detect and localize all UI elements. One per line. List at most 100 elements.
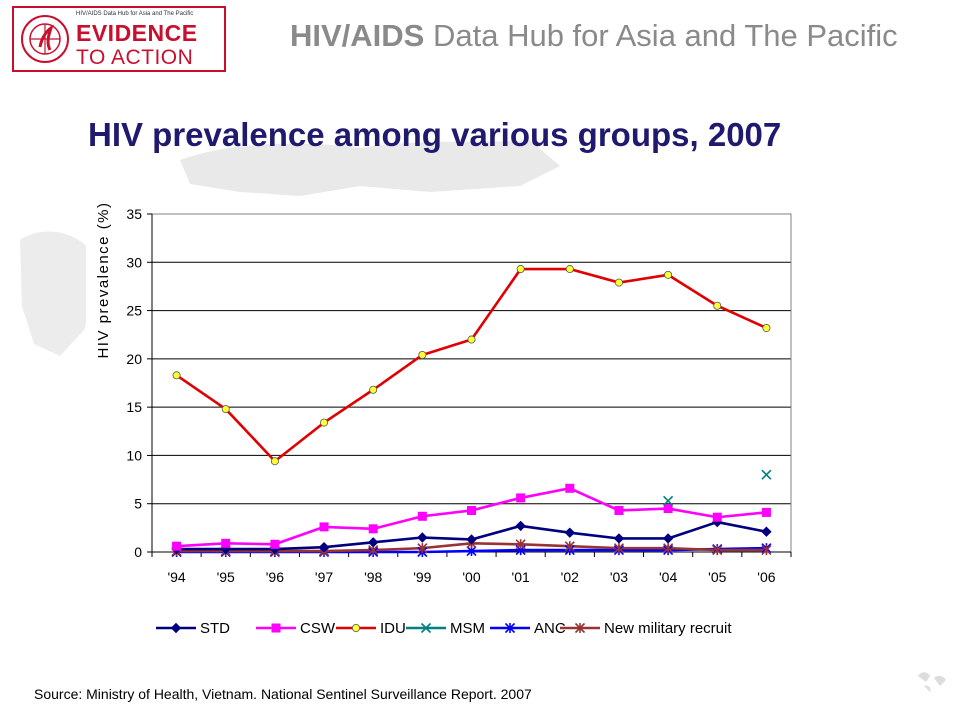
data-point-idu xyxy=(221,405,230,414)
data-point-new-military-recruit xyxy=(564,541,575,552)
x-tick-label: '97 xyxy=(315,569,333,585)
logo-small-text: HIV/AIDS Data Hub for Asia and The Pacif… xyxy=(76,11,194,17)
data-point-std xyxy=(515,520,526,532)
data-point-msm xyxy=(663,495,674,506)
legend-item-std: STD xyxy=(156,620,230,637)
y-tick-label: 15 xyxy=(126,399,142,415)
data-point-csw xyxy=(417,511,427,521)
data-point-csw xyxy=(270,539,280,549)
logo-line-1: EVIDENCE xyxy=(76,20,198,46)
x-tick-label: '05 xyxy=(708,569,726,585)
slide-title: HIV prevalence among various groups, 200… xyxy=(88,116,782,154)
legend-marker xyxy=(170,622,182,634)
y-tick-label: 35 xyxy=(126,206,142,222)
x-tick-label: '06 xyxy=(757,569,775,585)
un-emblem-icon xyxy=(21,15,69,63)
data-point-std xyxy=(417,532,428,543)
x-tick-label: '95 xyxy=(217,569,235,585)
x-tick-label: '01 xyxy=(512,569,530,585)
legend-label: IDU xyxy=(380,620,406,637)
hub-title-rest: Data Hub for Asia and The Pacific xyxy=(424,18,898,53)
data-point-csw xyxy=(565,483,575,493)
data-point-new-military-recruit xyxy=(515,539,526,550)
data-point-new-military-recruit xyxy=(663,543,674,554)
background-map xyxy=(20,140,560,356)
data-point-std xyxy=(761,526,772,537)
header: HIV/AIDS Data Hub for Asia and The Pacif… xyxy=(0,0,960,78)
data-point-std xyxy=(466,534,477,545)
y-tick-label: 20 xyxy=(126,351,142,367)
data-point-msm xyxy=(761,469,772,480)
data-point-idu xyxy=(270,457,279,466)
y-tick-label: 25 xyxy=(126,303,142,319)
data-point-std xyxy=(613,533,625,544)
legend-label: STD xyxy=(200,620,230,637)
legend-label: CSW xyxy=(300,620,336,637)
data-point-std xyxy=(367,537,379,548)
chart-background xyxy=(86,196,846,650)
legend-marker xyxy=(271,623,281,633)
y-tick-label: 0 xyxy=(134,544,142,560)
data-point-new-military-recruit xyxy=(417,543,428,554)
x-tick-label: '94 xyxy=(167,569,185,585)
hub-title-bold: HIV/AIDS xyxy=(290,18,425,53)
data-point-csw xyxy=(712,512,722,522)
legend-item-idu: IDU xyxy=(336,620,406,637)
source-note: Source: Ministry of Health, Vietnam. Nat… xyxy=(34,686,532,702)
y-tick-labels: 0 5 10 15 20 25 30 35 xyxy=(126,206,142,560)
data-point-std xyxy=(318,541,330,553)
data-point-idu xyxy=(172,371,181,380)
data-point-std xyxy=(662,533,674,544)
legend-marker xyxy=(574,622,586,634)
data-point-new-military-recruit xyxy=(613,543,625,554)
data-point-idu xyxy=(614,278,623,287)
x-tick-label: '96 xyxy=(266,569,284,585)
y-tick-label: 30 xyxy=(126,254,142,270)
data-point-idu xyxy=(565,265,574,274)
legend-marker xyxy=(420,622,432,634)
data-point-csw xyxy=(467,505,476,515)
data-point-new-military-recruit xyxy=(712,545,723,556)
data-point-csw xyxy=(614,505,624,515)
data-point-idu xyxy=(762,323,771,332)
y-tick-label: 5 xyxy=(134,496,142,512)
x-tick-label: '02 xyxy=(561,569,579,585)
x-tick-label: '03 xyxy=(610,569,628,585)
legend-label: ANC xyxy=(534,620,566,637)
data-point-idu xyxy=(418,350,427,359)
series-markers xyxy=(171,265,772,558)
data-point-csw xyxy=(172,541,182,551)
data-point-csw xyxy=(368,524,378,534)
x-tick-label: '00 xyxy=(462,569,480,585)
legend-item-new-military-recruit: New military recruit xyxy=(560,620,732,637)
legend-marker xyxy=(504,622,516,634)
legend-label: MSM xyxy=(450,620,485,637)
data-point-csw xyxy=(761,507,771,517)
data-point-idu xyxy=(516,265,525,274)
decorative-map-fragment xyxy=(918,672,946,692)
data-point-idu xyxy=(467,335,476,344)
data-point-csw xyxy=(663,504,673,514)
data-point-csw xyxy=(516,493,526,503)
data-point-csw xyxy=(221,538,231,548)
data-point-idu xyxy=(713,301,722,310)
x-tick-label: '99 xyxy=(413,569,431,585)
y-axis-label: HIV prevalence (%) xyxy=(95,201,112,358)
y-tick-label: 10 xyxy=(126,447,142,463)
legend-item-msm: MSM xyxy=(406,620,485,637)
data-point-idu xyxy=(369,385,378,394)
data-point-std xyxy=(564,527,576,538)
legend-item-csw: CSW xyxy=(256,620,336,637)
x-tick-labels: '94 '95 '96 '97 '98 '99 '00 '01 '02 '03 '04 '05 '06 xyxy=(167,569,775,585)
evidence-to-action-logo: HIV/AIDS Data Hub for Asia and The Pacif… xyxy=(12,6,226,72)
legend-label: New military recruit xyxy=(604,620,732,637)
legend-marker xyxy=(351,623,360,632)
data-point-csw xyxy=(319,522,329,532)
x-tick-label: '04 xyxy=(659,569,677,585)
legend-item-anc: ANC xyxy=(490,620,566,637)
logo-line-2: TO ACTION xyxy=(76,46,194,69)
data-point-new-military-recruit xyxy=(761,545,772,556)
data-point-idu xyxy=(664,270,673,279)
chart-legend: STD CSW IDU MSM ANC New military recruit xyxy=(156,620,732,637)
